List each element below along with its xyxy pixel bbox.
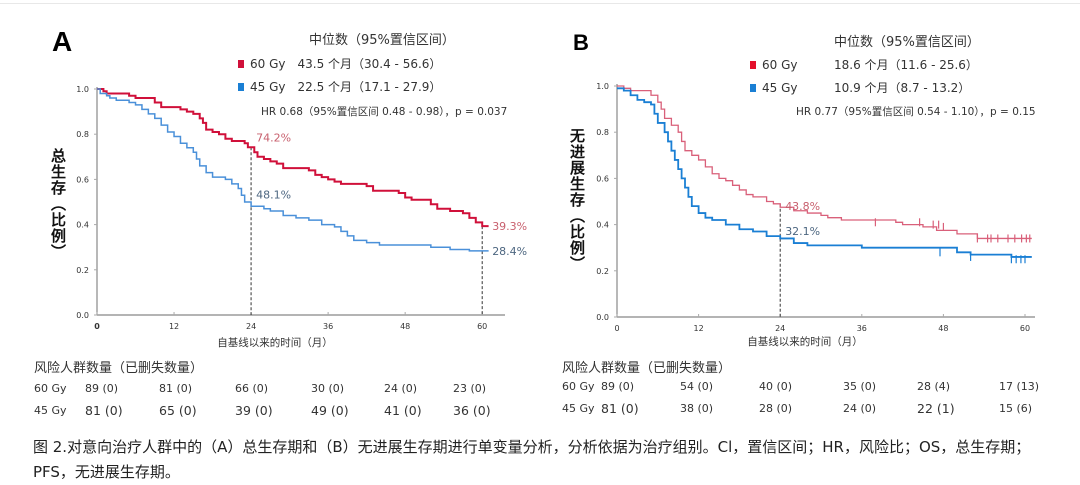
panel-a-plot: 0.0 0.2 0.4 0.6 0.8 1.0 0 12 24 36 48 60 自基线以来的时间（月）… xyxy=(76,85,527,349)
panel-a-curve-45gy xyxy=(97,88,489,252)
panel-b-y-tick-label: 0.4 xyxy=(596,221,609,230)
risk-table-cell: 28 (4) xyxy=(917,380,951,393)
panel-b-curve-45gy xyxy=(617,87,1032,258)
panel-b-x-tick-label: 0 xyxy=(614,324,619,333)
risk-table-cell: 36 (0) xyxy=(453,403,491,418)
panel-b-y-tick-label: 0.6 xyxy=(596,174,609,183)
panel-b-y-tick-label: 0.8 xyxy=(596,128,609,137)
panel-b-x-tick-label: 24 xyxy=(775,324,785,333)
legend-median: 43.5 个月（30.4 - 56.6） xyxy=(297,57,442,71)
legend-group: 45 Gy xyxy=(762,81,798,95)
panel-b-x-tick-label: 60 xyxy=(1020,324,1030,333)
legend-group: 45 Gy xyxy=(250,80,286,94)
risk-row-group-label: 60 Gy xyxy=(34,382,67,395)
legend-median: 10.9 个月（8.7 - 13.2） xyxy=(834,81,971,95)
legend-median: 22.5 个月（17.1 - 27.9） xyxy=(297,80,442,94)
red-swatch-icon xyxy=(238,60,244,68)
risk-table-cell: 66 (0) xyxy=(235,382,269,395)
panel-a-x-tick-label: 48 xyxy=(400,322,410,331)
panel-b-annotation-32-1pct: 32.1% xyxy=(785,225,820,238)
risk-table-cell: 30 (0) xyxy=(311,382,345,395)
figure-caption: 图 2.对意向治疗人群中的（A）总生存期和（B）无进展生存期进行单变量分析，分析… xyxy=(33,438,1031,481)
panel-b-y-tick-label: 0.2 xyxy=(596,267,609,276)
panel-b-legend-60gy: 60 Gy 18.6 个月（11.6 - 25.6） xyxy=(750,56,978,73)
panel-a-y-tick-label: 0.0 xyxy=(76,311,89,320)
panel-b-x-tick-label: 12 xyxy=(694,324,704,333)
risk-table-cell: 35 (0) xyxy=(843,380,877,393)
panel-b-hazard-ratio: HR 0.77（95%置信区间 0.54 - 1.10），p = 0.15 xyxy=(796,106,1036,118)
risk-row-group-label: 45 Gy xyxy=(562,402,595,415)
risk-table-cell: 23 (0) xyxy=(453,382,487,395)
panel-b-legend-title: 中位数（95%置信区间） xyxy=(834,35,980,50)
panel-a-y-tick-label: 0.2 xyxy=(76,266,89,275)
panel-b-x-tick-label: 48 xyxy=(938,324,948,333)
panel-a-annotation-48-1pct: 48.1% xyxy=(256,188,291,201)
legend-group: 60 Gy xyxy=(762,58,798,72)
risk-table-cell: 22 (1) xyxy=(917,401,955,416)
risk-row-group-label: 45 Gy xyxy=(34,404,67,417)
panel-b-legend-45gy: 45 Gy 10.9 个月（8.7 - 13.2） xyxy=(750,79,970,96)
panel-b-y-tick-label: 0.0 xyxy=(596,313,609,322)
panel-a-x-tick-label: 36 xyxy=(323,322,333,331)
panel-a-x-axis-label: 自基线以来的时间（月） xyxy=(217,336,333,349)
panel-a-curve-60gy xyxy=(97,88,489,228)
panel-a-legend-title: 中位数（95%置信区间） xyxy=(309,33,455,48)
panel-b-x-tick-label: 36 xyxy=(857,324,867,333)
panel-a-y-axis-label: 总生存（比例） xyxy=(49,148,67,260)
risk-table-cell: 38 (0) xyxy=(680,402,714,415)
panel-a-annotation-28-4pct: 28.4% xyxy=(492,245,527,258)
risk-table-cell: 39 (0) xyxy=(235,403,273,418)
risk-table-cell: 28 (0) xyxy=(759,402,793,415)
risk-table-cell: 65 (0) xyxy=(159,403,197,418)
panel-a-y-tick-label: 0.6 xyxy=(76,175,89,184)
top-divider xyxy=(0,3,1080,4)
panel-a-x-tick-label: 24 xyxy=(246,322,256,331)
panel-a-risk-title: 风险人群数量（已删失数量） xyxy=(34,361,204,376)
risk-table-cell: 24 (0) xyxy=(843,402,877,415)
risk-table-cell: 81 (0) xyxy=(601,401,639,416)
risk-table-cell: 81 (0) xyxy=(159,382,193,395)
panel-b-plot: 0.0 0.2 0.4 0.6 0.8 1.0 0 12 24 36 48 60 自基线以来的时间（月）… xyxy=(596,82,1035,348)
panel-a-legend-60gy: 60 Gy 43.5 个月（30.4 - 56.6） xyxy=(238,55,441,72)
panel-b-annotation-43-8pct: 43.8% xyxy=(785,200,820,213)
panel-b-x-axis-label: 自基线以来的时间（月） xyxy=(747,335,863,348)
risk-table-cell: 49 (0) xyxy=(311,403,349,418)
risk-table-cell: 15 (6) xyxy=(999,402,1033,415)
panel-a-x-tick-label: 60 xyxy=(477,322,487,331)
risk-table-cell: 81 (0) xyxy=(85,403,123,418)
risk-table-cell: 40 (0) xyxy=(759,380,793,393)
risk-row-group-label: 60 Gy xyxy=(562,380,595,393)
blue-swatch-icon xyxy=(750,84,756,92)
legend-median: 18.6 个月（11.6 - 25.6） xyxy=(834,58,978,72)
red-swatch-icon xyxy=(750,61,756,69)
panel-b-curve-60gy xyxy=(617,85,1032,240)
legend-group: 60 Gy xyxy=(250,57,286,71)
blue-swatch-icon xyxy=(238,83,244,91)
risk-table-cell: 24 (0) xyxy=(384,382,418,395)
risk-table-cell: 89 (0) xyxy=(601,380,635,393)
panel-a-annotation-74-2pct: 74.2% xyxy=(256,131,291,144)
risk-table-cell: 17 (13) xyxy=(999,380,1040,393)
panel-a-y-tick-label: 1.0 xyxy=(76,85,89,94)
panel-b-risk-title: 风险人群数量（已删失数量） xyxy=(562,361,732,376)
panel-a-hazard-ratio: HR 0.68（95%置信区间 0.48 - 0.98），p = 0.037 xyxy=(261,106,508,118)
panel-b-letter: B xyxy=(573,30,589,55)
risk-table-cell: 89 (0) xyxy=(85,382,119,395)
risk-table-cell: 41 (0) xyxy=(384,403,422,418)
panel-b-y-axis-label: 无进展生存（比例） xyxy=(568,128,586,272)
panel-a-x-tick-label: 12 xyxy=(169,322,179,331)
panel-a-legend-45gy: 45 Gy 22.5 个月（17.1 - 27.9） xyxy=(238,78,441,95)
panel-b-y-tick-label: 1.0 xyxy=(596,82,609,91)
panel-a-letter: A xyxy=(52,26,73,57)
risk-table-cell: 54 (0) xyxy=(680,380,714,393)
panel-a-y-tick-label: 0.8 xyxy=(76,130,89,139)
panel-a-y-tick-label: 0.4 xyxy=(76,221,89,230)
panel-a-x-tick-label: 0 xyxy=(94,322,100,331)
panel-a-annotation-39-3pct: 39.3% xyxy=(492,220,527,233)
